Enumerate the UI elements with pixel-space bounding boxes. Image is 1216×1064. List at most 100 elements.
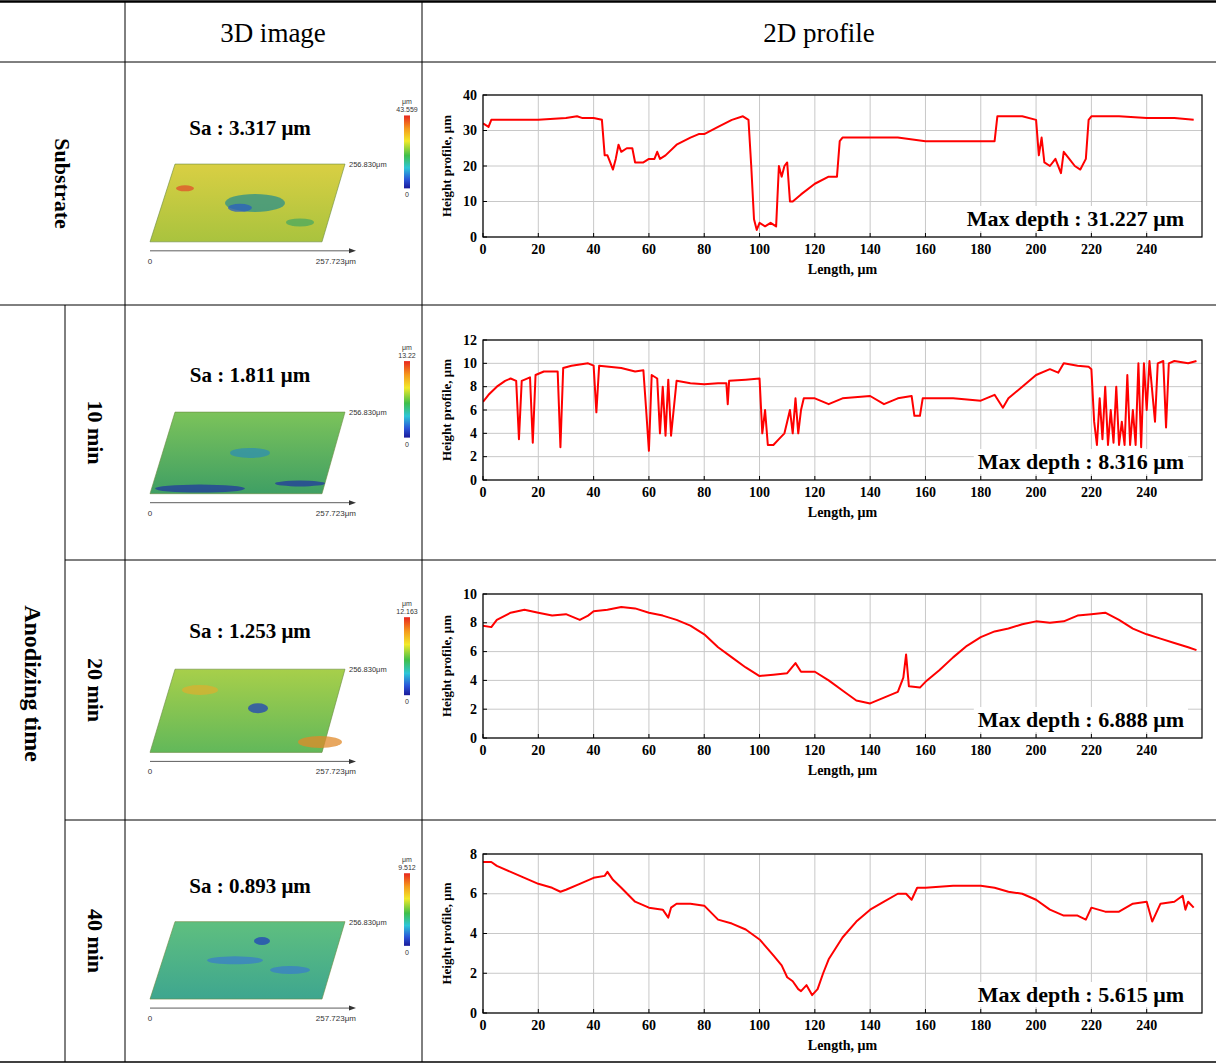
colorbar-min: 0 xyxy=(405,441,409,448)
y-tick-label: 10 xyxy=(463,587,477,602)
x-tick-label: 80 xyxy=(697,242,711,257)
surface-feature xyxy=(207,956,263,964)
x-axis-title: Length, μm xyxy=(808,262,878,277)
x-tick-label: 0 xyxy=(480,1018,487,1033)
row-label: Anodizing time xyxy=(20,605,46,762)
grid-line xyxy=(483,973,1202,974)
x-tick-label: 40 xyxy=(587,743,601,758)
x-axis-title: Length, μm xyxy=(808,763,878,778)
grid-line xyxy=(870,594,871,738)
tick-mark xyxy=(759,476,760,480)
row-label: 40 min xyxy=(83,909,108,973)
axis-line xyxy=(150,250,352,251)
axis-line xyxy=(150,1008,352,1009)
profile-line xyxy=(483,361,1196,451)
axis-end: 257.723μm xyxy=(316,1014,357,1023)
tick-mark xyxy=(1146,233,1147,237)
x-tick-label: 160 xyxy=(915,485,936,500)
table-col-rule xyxy=(125,2,126,1063)
table-col-rule xyxy=(65,305,66,1062)
surface-image: 0257.723μm256.830μmμm9.5120Sa : 0.893 μm xyxy=(148,856,416,1023)
table-lines xyxy=(0,2,1216,1063)
x-tick-label: 240 xyxy=(1136,242,1157,257)
x-tick-label: 160 xyxy=(915,242,936,257)
surface xyxy=(150,164,345,242)
column-header: 2D profile xyxy=(763,18,875,48)
axis-end: 256.830μm xyxy=(349,665,387,674)
x-tick-label: 180 xyxy=(970,1018,991,1033)
tick-mark xyxy=(1036,476,1037,480)
plot-background xyxy=(483,854,1202,1013)
annotation: Max depth : 6.888 μm xyxy=(978,707,1184,732)
surface-feature xyxy=(286,218,314,226)
x-tick-label: 60 xyxy=(642,743,656,758)
x-tick-label: 220 xyxy=(1081,485,1102,500)
y-tick-label: 10 xyxy=(463,356,477,371)
axis-end: 257.723μm xyxy=(316,767,357,776)
plot-background xyxy=(483,594,1202,738)
x-tick-label: 60 xyxy=(642,1018,656,1033)
grid-line xyxy=(925,594,926,738)
tick-mark xyxy=(925,476,926,480)
y-tick-label: 12 xyxy=(463,333,477,348)
axis-end: 257.723μm xyxy=(316,509,357,518)
surface-feature xyxy=(275,481,325,487)
y-tick-label: 0 xyxy=(470,1006,477,1021)
x-tick-label: 40 xyxy=(587,485,601,500)
tick-mark xyxy=(593,233,594,237)
y-axis-title: Height profile, μm xyxy=(439,359,454,461)
surface xyxy=(150,669,345,752)
surface-feature xyxy=(225,194,285,212)
tick-mark xyxy=(870,476,871,480)
table-top-rule xyxy=(0,0,1216,3)
grid-line xyxy=(648,594,649,738)
colorbar-max: 9.512 xyxy=(398,864,416,871)
surface-image: 0257.723μm256.830μmμm13.220Sa : 1.811 μm xyxy=(148,344,416,518)
x-tick-label: 0 xyxy=(480,242,487,257)
colorbar-max: 12.163 xyxy=(396,608,418,615)
x-tick-label: 120 xyxy=(804,1018,825,1033)
x-tick-label: 200 xyxy=(1026,242,1047,257)
tick-mark xyxy=(759,233,760,237)
surface-feature xyxy=(182,685,218,695)
table-bottom-rule xyxy=(0,1061,1216,1063)
grid-line xyxy=(483,651,1202,652)
tick-mark xyxy=(704,476,705,480)
axis-arrow xyxy=(349,248,356,253)
profile-chart: 02040608010012014016018020022024002468Le… xyxy=(439,847,1203,1054)
axis-end: 257.723μm xyxy=(316,257,357,266)
x-tick-label: 100 xyxy=(749,485,770,500)
surface-feature xyxy=(230,448,270,458)
x-tick-label: 180 xyxy=(970,743,991,758)
y-tick-label: 0 xyxy=(470,230,477,245)
colorbar-unit: μm xyxy=(402,856,412,864)
tick-mark xyxy=(1091,476,1092,480)
plot-frame xyxy=(483,340,1202,480)
data-group xyxy=(483,862,1194,995)
axis-arrow xyxy=(349,759,356,764)
axis-end: 256.830μm xyxy=(349,918,387,927)
figure: 3D image2D profileSubstrateAnodizing tim… xyxy=(0,0,1216,1064)
colorbar-max: 43.559 xyxy=(396,106,418,113)
table-row-rule xyxy=(65,560,1216,561)
x-tick-label: 20 xyxy=(531,485,545,500)
row-label: Substrate xyxy=(50,138,75,229)
sa-label: Sa : 1.253 μm xyxy=(189,619,311,643)
plot-background xyxy=(483,95,1202,237)
colorbar xyxy=(404,873,410,946)
x-tick-label: 200 xyxy=(1026,485,1047,500)
x-tick-label: 160 xyxy=(915,1018,936,1033)
y-tick-label: 4 xyxy=(470,926,477,941)
plot-frame xyxy=(483,594,1202,738)
tick-mark xyxy=(1146,476,1147,480)
y-tick-label: 6 xyxy=(470,644,477,659)
grid-line xyxy=(483,433,1202,434)
grid-line xyxy=(483,622,1202,623)
tick-mark xyxy=(870,233,871,237)
grid-line xyxy=(483,893,1202,894)
x-tick-label: 100 xyxy=(749,1018,770,1033)
row-label: 20 min xyxy=(83,658,108,722)
table-col-rule xyxy=(422,2,423,1063)
colorbar-unit: μm xyxy=(402,600,412,608)
table-header-rule xyxy=(0,62,1216,63)
